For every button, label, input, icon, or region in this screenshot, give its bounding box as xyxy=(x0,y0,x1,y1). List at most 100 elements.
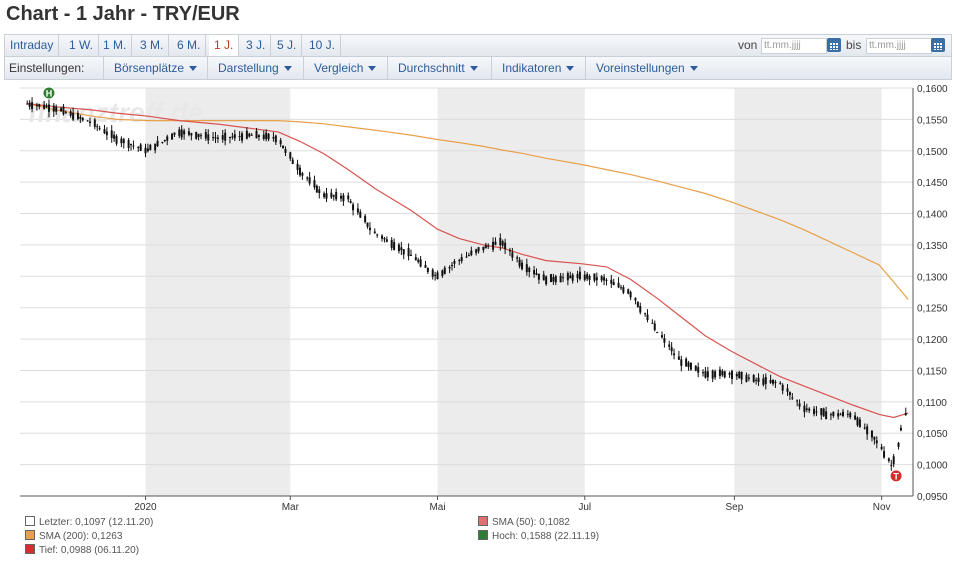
price-candle-body xyxy=(858,419,861,427)
price-candle-body xyxy=(69,111,72,116)
price-candle-body xyxy=(704,371,707,378)
menu-indikatoren[interactable]: Indikatoren xyxy=(491,57,584,79)
price-candle-body xyxy=(216,137,219,139)
price-candle-body xyxy=(475,249,478,253)
price-candle-body xyxy=(60,108,63,112)
price-candle-body xyxy=(612,282,615,286)
price-candle-body xyxy=(98,128,101,130)
price-candle-body xyxy=(578,271,581,280)
price-candle-body xyxy=(93,119,96,127)
price-candle-body xyxy=(518,259,521,267)
price-candle-body xyxy=(308,177,311,184)
price-candle-body xyxy=(702,372,705,374)
price-candle-body xyxy=(880,446,883,450)
price-candle-body xyxy=(740,371,743,380)
price-candle-body xyxy=(250,134,253,136)
price-candle-body xyxy=(214,137,217,139)
price-candle-body xyxy=(887,458,890,461)
legend-sma50: SMA (50): 0,1082 xyxy=(478,516,570,528)
price-candle-body xyxy=(689,362,692,370)
range-6m[interactable]: 6 M. xyxy=(172,35,207,56)
price-candle-body xyxy=(47,104,50,112)
price-candle-body xyxy=(465,256,468,258)
price-candle-body xyxy=(400,247,403,251)
price-candle-body xyxy=(762,378,765,385)
menu-voreinstellungen[interactable]: Voreinstellungen xyxy=(585,57,708,79)
price-candle-body xyxy=(255,130,258,139)
price-candle-body xyxy=(706,371,709,378)
price-candle-body xyxy=(448,267,451,269)
range-5y[interactable]: 5 J. xyxy=(272,35,303,56)
y-tick-label: 0,0950 xyxy=(917,492,948,503)
price-candle-body xyxy=(747,377,750,379)
range-1w[interactable]: 1 W. xyxy=(64,35,100,56)
price-candle-body xyxy=(224,132,227,141)
range-toolbar: Intraday 1 W. 1 M. 3 M. 6 M. 1 J. 3 J. 5… xyxy=(4,34,952,57)
chevron-down-icon xyxy=(189,66,198,72)
legend-last-label: Letzter: 0,1097 (12.11.20) xyxy=(39,517,154,528)
range-1m[interactable]: 1 M. xyxy=(98,35,133,56)
price-candle-body xyxy=(467,255,470,257)
menu-boersenplaetze[interactable]: Börsenplätze xyxy=(103,57,207,79)
price-candle-body xyxy=(238,136,241,138)
price-candle-body xyxy=(805,408,808,410)
price-candle-body xyxy=(605,279,608,281)
menu-durchschnitt[interactable]: Durchschnitt xyxy=(387,57,488,79)
price-candle-body xyxy=(723,371,726,378)
menu-vergleich[interactable]: Vergleich xyxy=(303,57,386,79)
range-1y[interactable]: 1 J. xyxy=(209,35,240,56)
price-candle-body xyxy=(482,246,485,251)
x-tick-label: Nov xyxy=(873,502,891,512)
legend-last: Letzter: 0,1097 (12.11.20) xyxy=(25,516,153,528)
price-candle-body xyxy=(197,133,200,138)
price-candle-body xyxy=(875,440,878,444)
y-tick-label: 0,1550 xyxy=(917,115,948,126)
price-candle-body xyxy=(583,274,586,280)
calendar-to-icon[interactable] xyxy=(931,38,945,52)
price-candle-body xyxy=(72,112,75,120)
price-candle-body xyxy=(139,144,142,151)
price-candle-body xyxy=(663,338,666,343)
price-candle-body xyxy=(757,377,760,383)
price-candle-body xyxy=(291,159,294,165)
calendar-from-icon[interactable] xyxy=(827,38,841,52)
price-candle-body xyxy=(282,145,285,149)
range-10y[interactable]: 10 J. xyxy=(304,35,342,56)
price-candle-body xyxy=(156,140,159,147)
price-candle-body xyxy=(687,362,690,368)
price-candle-body xyxy=(873,436,876,440)
range-3m[interactable]: 3 M. xyxy=(135,35,170,56)
price-candle-body xyxy=(45,106,48,108)
date-from-input[interactable]: tt.mm.jjjj xyxy=(761,38,827,54)
price-candle-body xyxy=(825,411,828,420)
price-candle-body xyxy=(528,267,531,272)
price-candle-body xyxy=(313,180,316,188)
price-candle-body xyxy=(453,260,456,264)
date-to-input[interactable]: tt.mm.jjjj xyxy=(866,38,932,54)
price-candle-body xyxy=(796,400,799,402)
y-tick-label: 0,1450 xyxy=(917,178,948,189)
price-candle-body xyxy=(88,121,91,124)
price-candle-body xyxy=(441,270,444,277)
price-candle-body xyxy=(289,152,292,159)
low-marker xyxy=(889,469,903,483)
price-candle-body xyxy=(301,173,304,176)
price-candle-body xyxy=(516,257,519,259)
price-candle-body xyxy=(595,277,598,281)
menu-darstellung[interactable]: Darstellung xyxy=(207,57,302,79)
price-candle-body xyxy=(451,264,454,266)
price-candle-body xyxy=(122,139,125,144)
price-candle-body xyxy=(431,269,434,277)
price-candle-body xyxy=(813,408,816,415)
price-candle-body xyxy=(187,131,190,135)
y-tick-label: 0,1250 xyxy=(917,304,948,315)
price-candle-body xyxy=(113,134,116,139)
price-candle-body xyxy=(542,274,545,281)
price-candle-body xyxy=(803,405,806,413)
range-intraday[interactable]: Intraday xyxy=(5,35,60,56)
range-3y[interactable]: 3 J. xyxy=(241,35,272,56)
price-candle-body xyxy=(318,189,321,194)
price-candle-body xyxy=(492,241,495,250)
price-candle-body xyxy=(576,274,579,279)
price-candle-body xyxy=(390,239,393,248)
